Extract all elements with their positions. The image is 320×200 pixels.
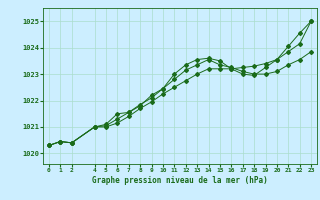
X-axis label: Graphe pression niveau de la mer (hPa): Graphe pression niveau de la mer (hPa)	[92, 176, 268, 185]
